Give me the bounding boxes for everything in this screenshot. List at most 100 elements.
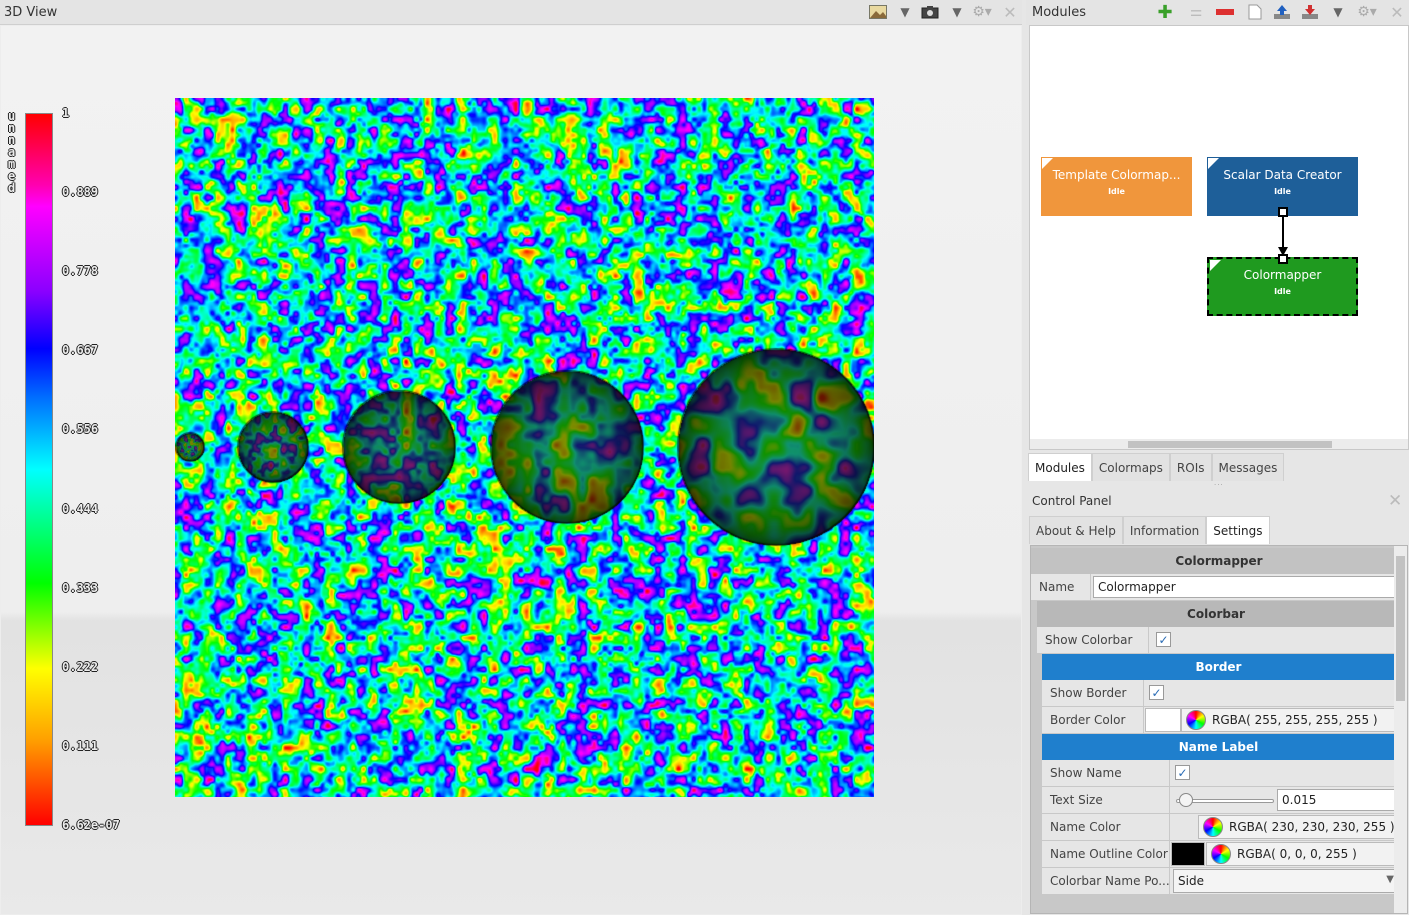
rendered-noise-plane-with-spheres[interactable] xyxy=(175,98,874,797)
property-panel-hscroll[interactable] xyxy=(1031,902,1407,913)
camera-icon[interactable] xyxy=(920,3,940,21)
connect-icon[interactable]: ⚌ xyxy=(1189,4,1203,20)
name-outline-color-swatch xyxy=(1171,842,1205,866)
tab-about-help[interactable]: About & Help xyxy=(1029,516,1123,544)
property-row-colorbar-name-position: Colorbar Name Po... Side ▼ xyxy=(1042,868,1399,894)
name-outline-color-value: RGBA( 0, 0, 0, 255 ) xyxy=(1237,847,1357,861)
property-row-name-color: Name Color RGBA( 230, 230, 230, 255 ) xyxy=(1042,814,1398,840)
colorbar-tick-label: 0.889 xyxy=(62,185,99,200)
section-header-colormapper: Colormapper xyxy=(1031,548,1407,574)
property-row-show-border: Show Border ✓ xyxy=(1042,680,1395,706)
chevron-down-icon: ▼ xyxy=(1386,874,1394,885)
colorbar-tick-label: 0.778 xyxy=(62,264,99,279)
property-label: Show Name xyxy=(1042,760,1170,786)
settings-property-panel: Colormapper Name Colormapper Colorbar Sh… xyxy=(1030,545,1408,914)
property-row-text-size: Text Size 0.015 xyxy=(1042,787,1399,813)
show-name-checkbox[interactable]: ✓ xyxy=(1175,765,1190,780)
gear-icon[interactable]: ⚙▾ xyxy=(1357,4,1377,20)
splitter-handle[interactable]: ··· xyxy=(1214,481,1224,489)
text-size-slider-handle[interactable] xyxy=(1179,793,1193,807)
module-node-scalar-data-creator[interactable]: Scalar Data Creator Idle xyxy=(1207,157,1358,216)
name-input[interactable]: Colormapper xyxy=(1093,576,1397,598)
close-icon[interactable]: ✕ xyxy=(1003,2,1017,22)
tab-information[interactable]: Information xyxy=(1122,516,1207,544)
modules-horizontal-scrollbar[interactable] xyxy=(1030,439,1408,449)
module-node-template-colormap[interactable]: Template Colormap... Idle xyxy=(1041,157,1192,216)
show-border-checkbox[interactable]: ✓ xyxy=(1149,685,1164,700)
modules-panel: Modules ✚ ⚌ ▼ ⚙▾ ✕ Template Colormap... … xyxy=(1026,0,1409,450)
modules-titlebar: Modules ✚ ⚌ ▼ ⚙▾ ✕ xyxy=(1026,0,1409,25)
new-file-icon[interactable] xyxy=(1244,3,1266,21)
module-node-status: Idle xyxy=(1274,287,1291,296)
dropdown-arrow-icon[interactable]: ▼ xyxy=(1333,5,1343,19)
output-port[interactable] xyxy=(1278,207,1288,217)
colorbar-tick-label: 0.667 xyxy=(62,343,99,358)
modules-title: Modules xyxy=(1032,5,1087,20)
module-graph-canvas[interactable]: Template Colormap... Idle Scalar Data Cr… xyxy=(1029,25,1409,450)
module-node-status: Idle xyxy=(1274,187,1291,196)
text-size-slider-track[interactable] xyxy=(1176,799,1274,803)
upload-icon[interactable] xyxy=(1271,3,1293,21)
tab-modules[interactable]: Modules xyxy=(1028,453,1092,481)
node-corner-marker xyxy=(1208,158,1219,169)
colorbar xyxy=(25,113,53,826)
color-wheel-icon xyxy=(1211,844,1231,864)
module-connection-arrow xyxy=(1278,217,1288,256)
image-icon[interactable] xyxy=(868,3,888,21)
color-wheel-icon xyxy=(1203,817,1223,837)
show-colorbar-checkbox[interactable]: ✓ xyxy=(1156,632,1171,647)
tab-messages[interactable]: Messages xyxy=(1211,453,1285,481)
section-header-colorbar: Colorbar xyxy=(1037,601,1395,627)
dropdown-arrow-icon[interactable]: ▼ xyxy=(952,5,962,19)
section-header-border: Border xyxy=(1042,654,1395,680)
3d-view-panel: 3D View ▼ ▼ ⚙▾ ✕ unnamed 1 0.889 0.778 0.66… xyxy=(0,0,1022,914)
colorbar-tick-label: 0.556 xyxy=(62,422,99,437)
section-header-name-label: Name Label xyxy=(1042,734,1395,760)
text-size-input[interactable]: 0.015 xyxy=(1277,789,1399,811)
close-icon[interactable]: ✕ xyxy=(1388,491,1403,511)
module-node-title: Colormapper xyxy=(1243,268,1322,282)
3d-view-titlebar: 3D View ▼ ▼ ⚙▾ ✕ xyxy=(0,0,1022,25)
property-label: Text Size xyxy=(1042,787,1170,813)
input-port[interactable] xyxy=(1278,254,1288,264)
scrollbar-thumb[interactable] xyxy=(1128,441,1332,448)
colorbar-name-position-select[interactable]: Side ▼ xyxy=(1173,869,1399,893)
colorbar-tick-label: 6.62e-07 xyxy=(62,818,120,832)
property-label: Name Outline Color xyxy=(1042,841,1170,867)
property-label: Colorbar Name Po... xyxy=(1042,868,1170,894)
tab-colormaps[interactable]: Colormaps xyxy=(1091,453,1170,481)
property-row-border-color: Border Color RGBA( 255, 255, 255, 255 ) xyxy=(1042,707,1397,733)
node-corner-marker xyxy=(1042,158,1053,169)
tab-rois[interactable]: ROIs xyxy=(1169,453,1212,481)
colorbar-tick-label: 0.111 xyxy=(62,738,99,753)
module-node-title: Scalar Data Creator xyxy=(1223,168,1342,182)
border-color-swatch xyxy=(1145,708,1181,732)
colorbar-tick-label: 0.333 xyxy=(62,580,99,595)
name-outline-color-picker-button[interactable]: RGBA( 0, 0, 0, 255 ) xyxy=(1206,842,1398,866)
dropdown-arrow-icon[interactable]: ▼ xyxy=(900,5,910,19)
border-color-picker-button[interactable]: RGBA( 255, 255, 255, 255 ) xyxy=(1181,708,1397,732)
border-color-value: RGBA( 255, 255, 255, 255 ) xyxy=(1212,713,1378,727)
add-module-icon[interactable]: ✚ xyxy=(1157,1,1173,23)
colorbar-tick-label: 0.444 xyxy=(62,501,99,516)
remove-icon[interactable] xyxy=(1214,3,1236,21)
download-icon[interactable] xyxy=(1299,3,1321,21)
scrollbar-thumb[interactable] xyxy=(1396,556,1405,701)
tab-settings[interactable]: Settings xyxy=(1206,516,1270,544)
module-node-colormapper[interactable]: Colormapper Idle xyxy=(1207,257,1358,316)
property-panel-vertical-scrollbar[interactable] xyxy=(1394,546,1407,913)
node-corner-marker xyxy=(1210,260,1221,271)
close-icon[interactable]: ✕ xyxy=(1390,2,1404,22)
property-label: Border Color xyxy=(1042,707,1144,733)
property-label: Name Color xyxy=(1042,814,1170,840)
3d-view-title: 3D View xyxy=(4,5,58,20)
property-row-show-name: Show Name ✓ xyxy=(1042,760,1395,786)
name-color-picker-button[interactable]: RGBA( 230, 230, 230, 255 ) xyxy=(1198,815,1398,839)
module-node-status: Idle xyxy=(1108,187,1125,196)
colorbar-tick-label: 1 xyxy=(62,106,70,120)
name-color-value: RGBA( 230, 230, 230, 255 ) xyxy=(1229,820,1395,834)
gear-icon[interactable]: ⚙▾ xyxy=(972,4,992,20)
property-row-name: Name Colormapper xyxy=(1031,574,1397,600)
panel-tab-strip: Modules Colormaps ROIs Messages xyxy=(1028,453,1285,481)
control-panel-tab-strip: About & Help Information Settings xyxy=(1029,516,1270,544)
